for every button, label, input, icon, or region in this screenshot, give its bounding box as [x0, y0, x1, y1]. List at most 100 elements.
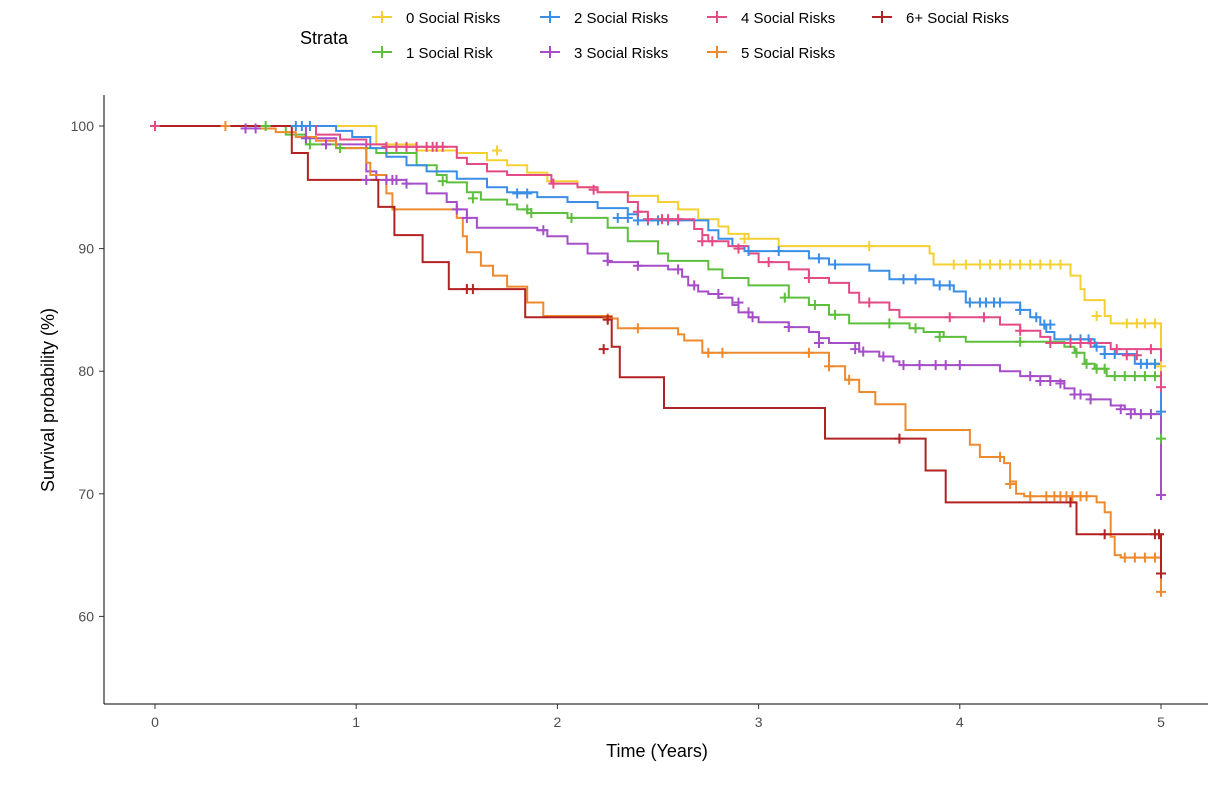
censor-mark: [779, 292, 790, 303]
censor-mark: [602, 314, 613, 325]
censor-mark: [1015, 336, 1026, 347]
censor-mark: [1015, 304, 1026, 315]
censor-mark: [689, 280, 700, 291]
censor-mark: [1085, 338, 1096, 349]
censor-mark: [1129, 371, 1140, 382]
censor-mark: [321, 139, 332, 150]
censor-mark: [960, 259, 971, 270]
censor-mark: [1045, 319, 1056, 330]
censor-mark: [642, 214, 653, 225]
censor-mark: [894, 433, 905, 444]
censor-mark: [995, 452, 1006, 463]
censor-mark: [733, 297, 744, 308]
censor-mark: [944, 280, 955, 291]
censor-mark: [1045, 338, 1056, 349]
censor-mark: [697, 236, 708, 247]
y-tick-label: 80: [78, 363, 94, 379]
censor-mark: [878, 351, 889, 362]
x-tick-label: 4: [956, 714, 964, 730]
censor-mark: [588, 184, 599, 195]
censor-mark: [1139, 318, 1150, 329]
series-line: [155, 125, 1162, 592]
censor-mark: [1065, 338, 1076, 349]
x-tick-label: 0: [151, 714, 159, 730]
censor-mark: [1015, 259, 1026, 270]
series-line: [155, 125, 1162, 495]
censor-mark: [1075, 389, 1086, 400]
censor-mark: [1109, 349, 1120, 360]
legend-label: 2 Social Risks: [574, 10, 668, 27]
censor-mark: [391, 174, 402, 185]
censor-mark: [1025, 371, 1036, 382]
censor-mark: [492, 145, 503, 156]
x-tick-label: 3: [755, 714, 763, 730]
censor-mark: [522, 188, 533, 199]
censor-mark: [391, 141, 402, 152]
censor-mark: [773, 246, 784, 257]
censor-mark: [743, 246, 754, 257]
censor-mark: [850, 344, 861, 355]
series-layer: [155, 125, 1162, 592]
censor-mark: [300, 133, 311, 144]
censor-mark: [1099, 349, 1110, 360]
censor-mark: [1099, 363, 1110, 374]
censor-mark: [809, 299, 820, 310]
censor-mark: [995, 259, 1006, 270]
censor-mark: [1075, 338, 1086, 349]
censor-mark: [1121, 350, 1132, 361]
censor-mark: [964, 297, 975, 308]
censor-mark: [566, 212, 577, 223]
censor-mark: [1145, 344, 1156, 355]
censor-mark: [763, 257, 774, 268]
series-line: [155, 125, 1162, 439]
censor-mark: [1156, 406, 1166, 417]
censor-mark: [1119, 552, 1130, 563]
censor-mark: [1125, 409, 1136, 420]
censor-mark: [1005, 259, 1016, 270]
censor-mark: [944, 312, 955, 323]
censor-mark: [1045, 259, 1056, 270]
censor-mark: [250, 123, 261, 134]
censor-mark: [864, 241, 875, 252]
censor-mark: [240, 123, 251, 134]
censor-mark: [1085, 394, 1096, 405]
censor-mark: [1091, 341, 1102, 352]
censor-mark: [783, 322, 794, 333]
censor-mark: [914, 360, 925, 371]
censor-mark: [467, 193, 478, 204]
censor-mark: [1156, 382, 1166, 393]
legend-label: 4 Social Risks: [741, 10, 835, 27]
censor-mark: [632, 323, 643, 334]
censor-mark: [830, 259, 841, 270]
censor-mark: [884, 318, 895, 329]
censor-mark: [995, 297, 1006, 308]
censor-mark: [1005, 478, 1016, 489]
legend-items: 0 Social Risks 1 Social Risk 2 Social Risk…: [372, 10, 1009, 62]
legend-item: 0 Social Risks: [372, 10, 500, 27]
censor-mark: [803, 273, 814, 284]
censor-mark: [632, 215, 643, 226]
censor-mark: [984, 259, 995, 270]
censor-mark: [803, 347, 814, 358]
censor-mark: [733, 243, 744, 254]
censor-mark: [1081, 358, 1092, 369]
censor-mark: [747, 312, 758, 323]
censor-mark: [930, 360, 941, 371]
censor-mark: [335, 143, 346, 154]
y-tick-label: 90: [78, 241, 94, 257]
censor-mark: [437, 141, 448, 152]
censor-mark: [739, 233, 750, 244]
legend: Strata 0 Social Risks 1 Social Risk 2 Soci…: [300, 10, 1009, 62]
censor-mark: [304, 121, 315, 131]
censor-mark: [150, 121, 160, 131]
censor-mark: [974, 259, 985, 270]
censor-mark: [844, 374, 855, 385]
censor-mark: [1035, 259, 1046, 270]
censor-mark: [1153, 529, 1164, 540]
censor-mark: [437, 176, 448, 187]
censor-mark: [1109, 371, 1120, 382]
x-tick-label: 2: [554, 714, 562, 730]
censor-mark: [1111, 344, 1122, 355]
censor-mark: [663, 214, 674, 225]
censor-mark: [1115, 404, 1126, 415]
